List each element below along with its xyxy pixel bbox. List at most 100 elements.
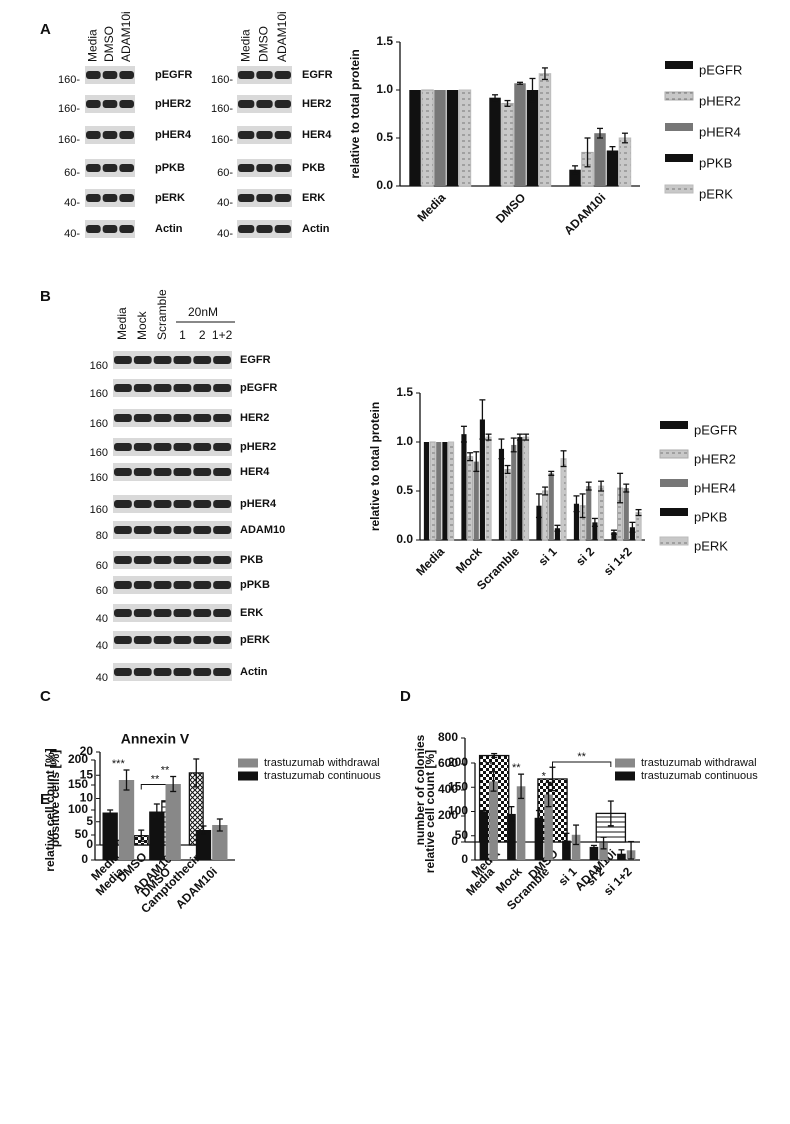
blot-band (173, 443, 192, 451)
error-bar (504, 464, 511, 475)
blot-label: pEGFR (155, 69, 192, 81)
significance-stars: ** (577, 751, 586, 763)
bar (409, 90, 421, 186)
legend-swatch (660, 508, 688, 516)
blot-band (193, 609, 212, 617)
error-bar (529, 77, 536, 103)
significance-stars: ** (484, 760, 493, 772)
error-bar (508, 806, 515, 822)
error-bar (598, 480, 605, 492)
legend-swatch (664, 91, 694, 101)
error-bar (516, 433, 523, 441)
y-tick-label: 5 (86, 814, 93, 828)
blot-band (173, 668, 192, 676)
blot-band (153, 556, 172, 564)
error-bar (138, 829, 145, 842)
blot-band (193, 414, 212, 422)
error-bar (554, 524, 561, 532)
bar (562, 840, 571, 860)
y-tick-label: 600 (438, 756, 458, 770)
blot-band (193, 636, 212, 644)
bar (548, 473, 554, 540)
bar (534, 817, 544, 860)
blot-band (114, 356, 132, 364)
error-bar (628, 840, 635, 860)
bar (434, 90, 446, 186)
blot-strip (113, 604, 232, 622)
error-bar (590, 844, 597, 850)
error-bar (573, 495, 580, 513)
legend-swatch (238, 758, 258, 768)
error-bar (535, 809, 542, 826)
legend-swatch (660, 421, 688, 429)
error-bar (123, 769, 130, 791)
blot-band (193, 443, 212, 451)
lane-label: ADAM10i (275, 11, 289, 62)
error-bar (629, 521, 636, 533)
y-axis-label: relative cell count [%] (423, 750, 437, 873)
blot-band (86, 100, 101, 108)
size-marker: 160- (58, 74, 80, 86)
blot-band (274, 71, 291, 79)
blot-band (238, 225, 255, 233)
y-axis-label: relative to total protein (348, 49, 362, 178)
significance-stars: *** (112, 758, 126, 770)
blot-label: pERK (240, 634, 270, 646)
blot-band (238, 131, 255, 139)
y-tick-label: 0 (86, 837, 93, 851)
blot-band (213, 556, 231, 564)
size-marker: 160- (211, 103, 233, 115)
bar (212, 825, 228, 860)
blot-label: HER2 (240, 412, 269, 424)
error-bar (584, 137, 591, 168)
error-bar (523, 433, 530, 441)
blot-band (238, 71, 255, 79)
blot-band (256, 71, 273, 79)
legend-swatch (665, 61, 693, 69)
bar (635, 512, 642, 541)
chart-title: Annexin V (121, 731, 190, 747)
y-tick-label: 200 (438, 808, 458, 822)
error-bar (621, 132, 628, 144)
y-tick-label: 50 (75, 827, 89, 841)
error-bar (618, 849, 625, 859)
legend-swatch (615, 758, 635, 768)
error-bar (542, 486, 549, 496)
blot-strip (113, 438, 232, 456)
bar (489, 781, 498, 860)
panel-label: A (40, 21, 51, 38)
error-bar (541, 67, 548, 81)
blot-band (133, 526, 152, 534)
blot-band (153, 443, 172, 451)
bar (149, 811, 165, 860)
blot-band (114, 443, 132, 451)
blot-label: pHER2 (240, 441, 276, 453)
size-marker: 160 (90, 360, 108, 372)
error-bar (504, 99, 511, 107)
blot-label: PKB (302, 162, 325, 174)
blot-band (153, 668, 172, 676)
y-tick-label: 10 (80, 791, 94, 805)
y-tick-label: 0.0 (376, 178, 393, 192)
panel-label: B (40, 288, 51, 305)
lane-label: 1+2 (212, 328, 233, 342)
size-marker: 60 (96, 560, 108, 572)
blot-band (256, 100, 273, 108)
blot-band (274, 225, 291, 233)
blot-band (102, 100, 118, 108)
error-bar (510, 437, 517, 453)
y-tick-label: 0.0 (396, 532, 413, 546)
error-bar (535, 493, 542, 519)
error-bar (473, 451, 480, 473)
lane-label: 1 (179, 328, 186, 342)
size-marker: 160- (211, 134, 233, 146)
legend-swatch (659, 536, 689, 546)
legend-swatch (665, 154, 693, 162)
error-bar (200, 825, 207, 835)
bar (118, 780, 135, 860)
bar (429, 441, 436, 541)
bar (504, 468, 511, 541)
size-marker: 40 (96, 672, 108, 684)
blot-band (114, 581, 132, 589)
